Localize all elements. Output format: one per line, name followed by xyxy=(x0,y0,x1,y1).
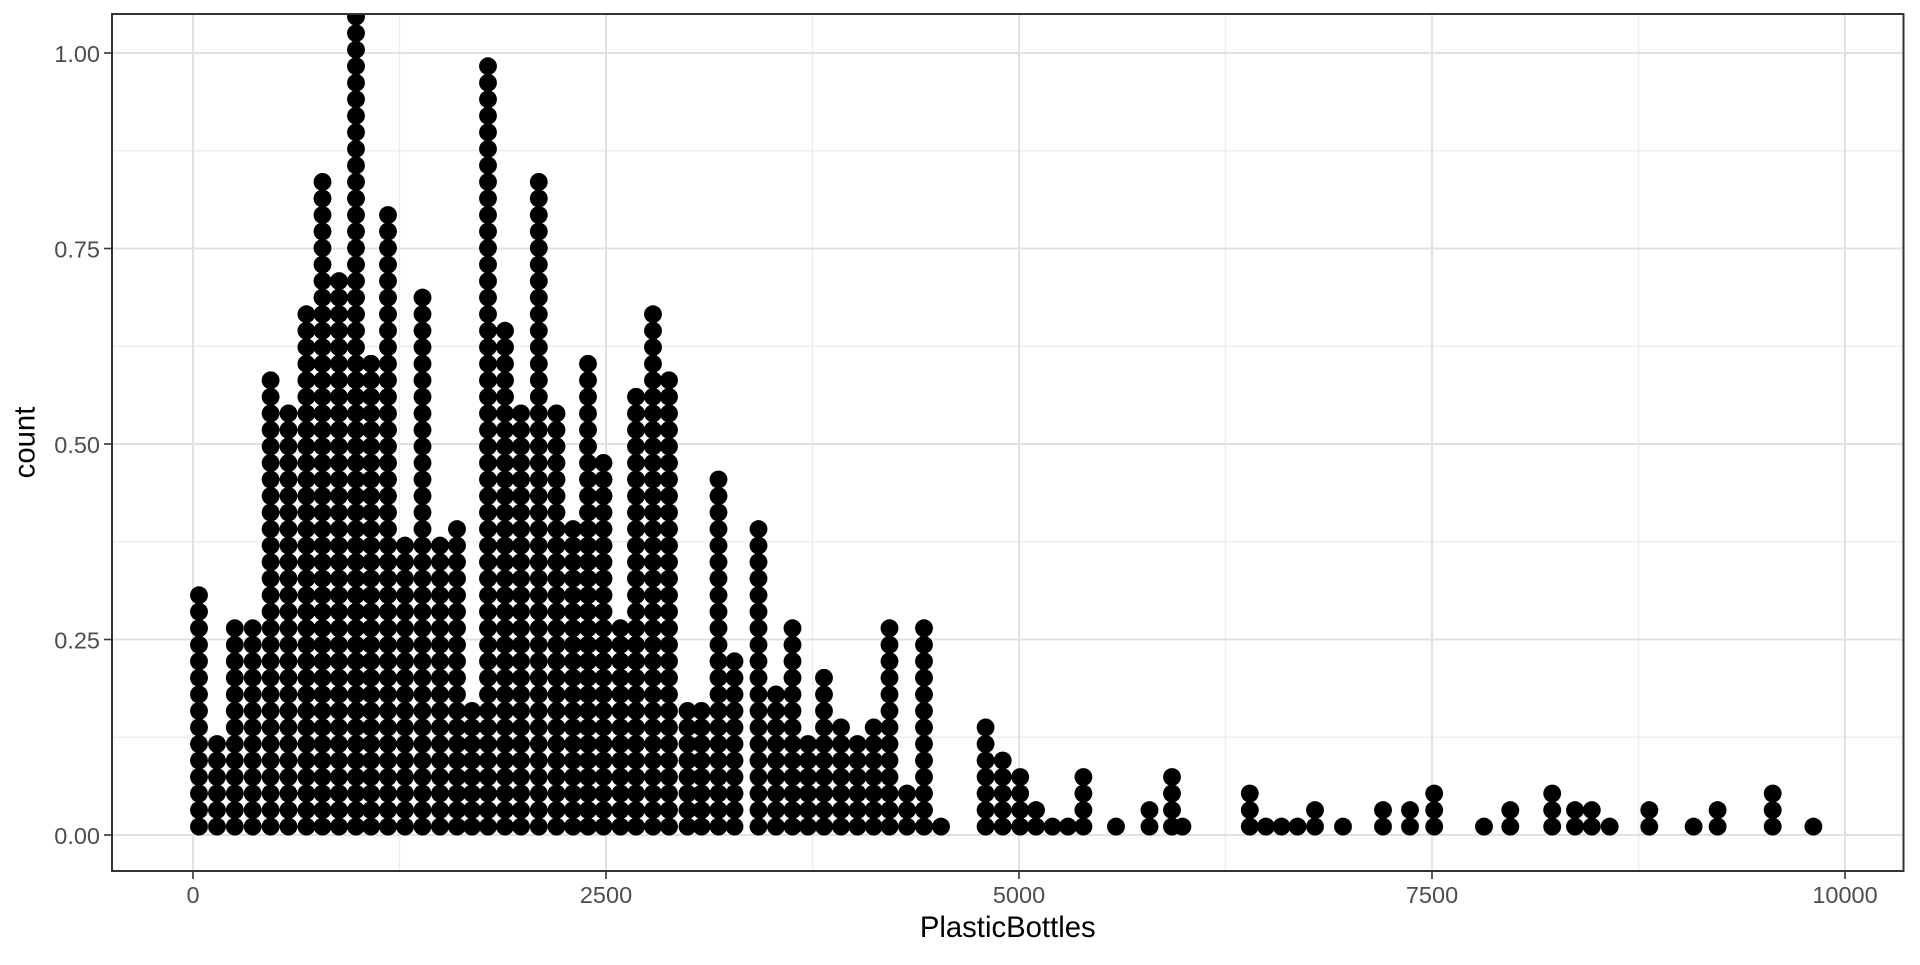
svg-text:0: 0 xyxy=(186,882,199,908)
svg-text:0.00: 0.00 xyxy=(54,823,100,849)
svg-text:0.25: 0.25 xyxy=(54,628,100,654)
svg-text:count: count xyxy=(9,407,42,479)
svg-text:0.75: 0.75 xyxy=(54,237,100,263)
svg-text:0.50: 0.50 xyxy=(54,432,100,458)
svg-text:7500: 7500 xyxy=(1406,882,1458,908)
svg-text:2500: 2500 xyxy=(580,882,632,908)
svg-text:1.00: 1.00 xyxy=(54,41,100,67)
svg-text:10000: 10000 xyxy=(1812,882,1877,908)
svg-text:5000: 5000 xyxy=(993,882,1045,908)
svg-text:PlasticBottles: PlasticBottles xyxy=(920,911,1096,944)
